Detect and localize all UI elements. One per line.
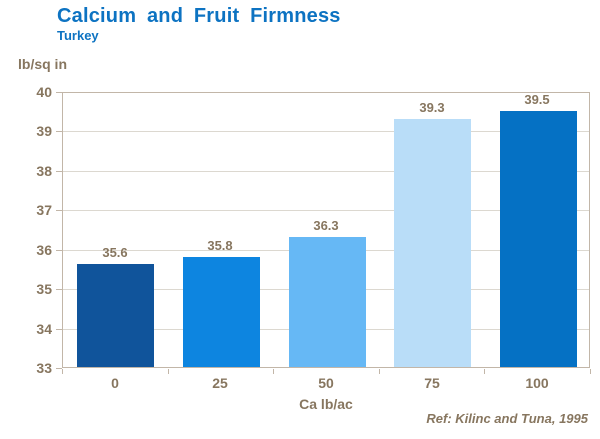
y-tick-label-37: 37 [36,202,52,218]
y-tick-39 [56,131,62,132]
x-tick-label-50: 50 [318,375,334,391]
x-axis-label: Ca lb/ac [299,396,353,412]
y-tick-37 [56,210,62,211]
y-tick-40 [56,92,62,93]
bar-value-label-0: 35.6 [102,245,128,260]
plot-area [62,92,590,368]
y-tick-label-35: 35 [36,281,52,297]
y-tick-38 [56,171,62,172]
y-tick-36 [56,250,62,251]
y-tick-33 [56,368,62,369]
x-tick-boundary-1 [168,369,169,374]
y-tick-label-36: 36 [36,242,52,258]
bar-0 [77,264,154,367]
bar-value-label-25: 35.8 [207,238,233,253]
gridline-y-38 [63,171,589,172]
gridline-y-37 [63,210,589,211]
x-tick-label-0: 0 [111,375,119,391]
y-tick-label-38: 38 [36,163,52,179]
bar-value-label-75: 39.3 [419,100,445,115]
bar-75 [394,119,471,367]
y-tick-label-34: 34 [36,321,52,337]
x-tick-boundary-2 [273,369,274,374]
gridline-y-39 [63,131,589,132]
y-axis-unit-label: lb/sq in [18,56,67,72]
y-tick-label-33: 33 [36,360,52,376]
x-tick-label-75: 75 [424,375,440,391]
y-tick-label-40: 40 [36,84,52,100]
bar-25 [183,257,260,367]
x-tick-boundary-5 [590,369,591,374]
x-tick-boundary-0 [62,369,63,374]
x-tick-boundary-4 [484,369,485,374]
bar-value-label-100: 39.5 [524,92,550,107]
bar-value-label-50: 36.3 [313,218,339,233]
reference-note: Ref: Kilinc and Tuna, 1995 [426,411,588,426]
chart-title: Calcium and Fruit Firmness [57,5,341,27]
x-tick-boundary-3 [379,369,380,374]
y-tick-35 [56,289,62,290]
bar-100 [500,111,577,367]
x-tick-label-100: 100 [525,375,549,391]
x-tick-label-25: 25 [212,375,228,391]
y-tick-label-39: 39 [36,123,52,139]
y-tick-34 [56,329,62,330]
bar-50 [289,237,366,367]
chart-subtitle: Turkey [57,28,99,43]
